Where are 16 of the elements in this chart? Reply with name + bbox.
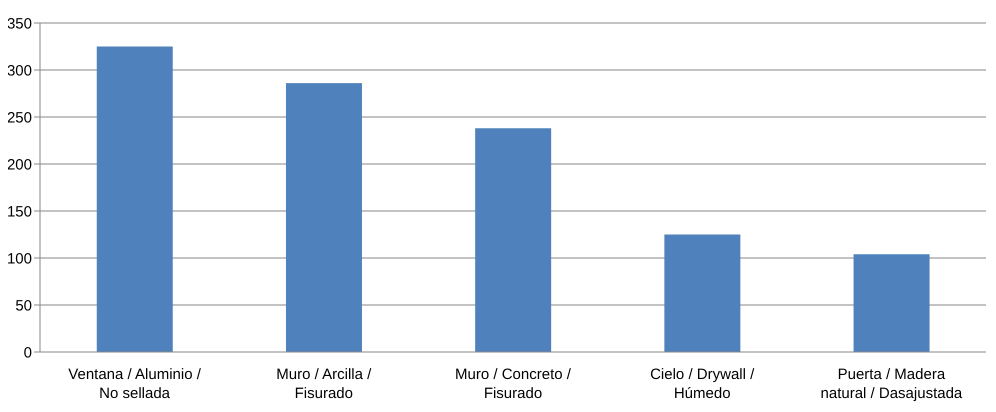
y-tick-label: 50 — [15, 297, 32, 314]
bar — [96, 46, 173, 352]
y-tick-label: 150 — [6, 203, 32, 220]
x-tick-label: Puerta / Madera natural / Dasajustada — [820, 366, 963, 402]
x-tick-label: Ventana / Aluminio / No sellada — [68, 366, 202, 402]
x-tick-label: Cielo / Drywall / Húmedo — [650, 366, 756, 402]
y-tick-label: 0 — [24, 344, 32, 362]
x-tick-label: Muro / Arcilla / Fisurado — [276, 366, 372, 402]
bar — [475, 128, 552, 352]
y-tick-label: 250 — [6, 109, 32, 126]
bar — [854, 254, 930, 352]
bar — [286, 83, 362, 352]
bar — [664, 234, 740, 352]
y-tick-label: 100 — [6, 250, 32, 268]
y-tick-label: 200 — [6, 156, 32, 174]
x-tick-label: Muro / Concreto / Fisurado — [455, 366, 572, 402]
